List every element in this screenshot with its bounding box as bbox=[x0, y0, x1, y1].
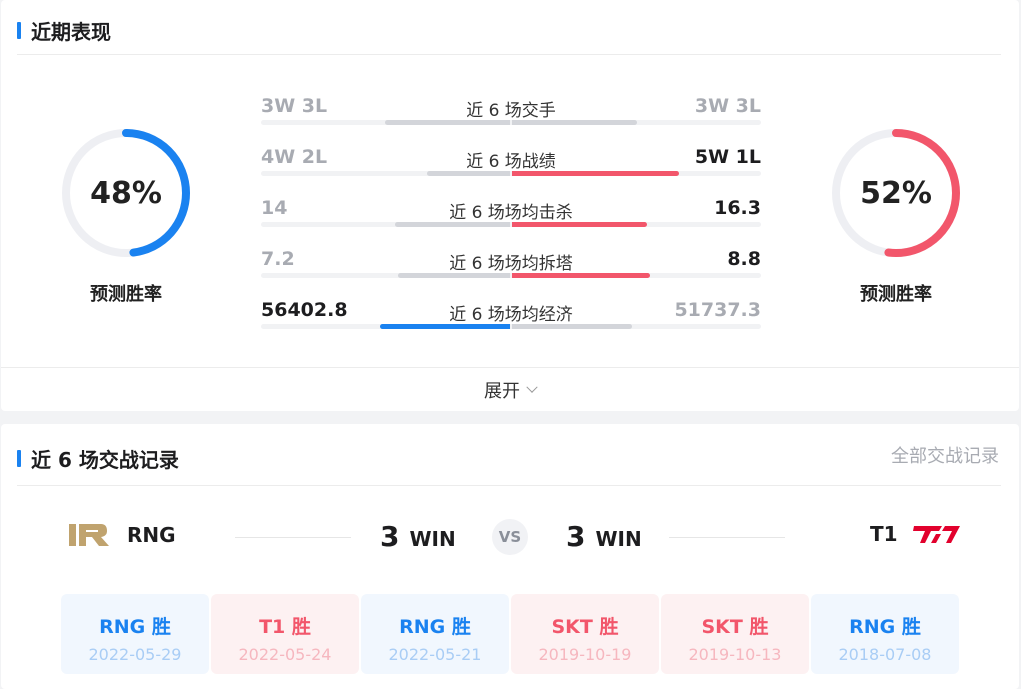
stat-left-value: 56402.8 bbox=[261, 299, 348, 321]
stat-left-value: 3W 3L bbox=[261, 95, 328, 117]
all-matches-link[interactable]: 全部交战记录 bbox=[891, 446, 999, 467]
match-date: 2019-10-19 bbox=[538, 645, 632, 664]
stat-label: 近 6 场场均拆塔 bbox=[449, 254, 573, 274]
stat-right-bar bbox=[512, 222, 647, 227]
stat-label: 近 6 场战绩 bbox=[466, 152, 556, 172]
match-date: 2018-07-08 bbox=[838, 645, 932, 664]
stat-left-value: 7.2 bbox=[261, 248, 295, 270]
match-result: RNG 胜 bbox=[399, 616, 471, 638]
stat-right-value: 5W 1L bbox=[694, 146, 761, 168]
match-result: SKT 胜 bbox=[701, 616, 769, 638]
right-gauge-ring bbox=[832, 129, 960, 257]
head-to-head-card: 近 6 场交战记录 全部交战记录 RNG 3 WIN VS 3 WIN T1 bbox=[1, 424, 1019, 689]
stat-row: 56402.8 近 6 场场均经济 51737.3 bbox=[261, 299, 761, 339]
right-win-rate-label: 预测胜率 bbox=[860, 284, 932, 305]
match-card[interactable]: SKT 胜 2019-10-19 bbox=[511, 594, 659, 674]
stat-label: 近 6 场场均击杀 bbox=[449, 203, 573, 223]
stat-track bbox=[261, 273, 761, 278]
left-win-rate-value: 48% bbox=[90, 175, 162, 211]
stat-track bbox=[261, 222, 761, 227]
stat-left-value: 14 bbox=[261, 197, 288, 219]
stat-row: 14 近 6 场场均击杀 16.3 bbox=[261, 197, 761, 237]
stat-row: 3W 3L 近 6 场交手 3W 3L bbox=[261, 95, 761, 135]
left-divider-line bbox=[235, 537, 351, 538]
head-to-head-title: 近 6 场交战记录 bbox=[31, 448, 179, 472]
right-gauge-arc bbox=[832, 129, 960, 257]
stat-right-bar bbox=[512, 273, 650, 278]
stat-right-value: 8.8 bbox=[727, 248, 761, 270]
stat-right-value: 3W 3L bbox=[694, 95, 761, 117]
stat-track bbox=[261, 171, 761, 176]
right-win-rate-gauge: 52% bbox=[829, 126, 963, 260]
chevron-down-icon bbox=[526, 381, 538, 393]
expand-label: 展开 bbox=[484, 380, 520, 402]
left-team-name: RNG bbox=[127, 523, 176, 547]
right-win-label: WIN bbox=[595, 527, 642, 551]
left-win-label: WIN bbox=[409, 527, 456, 551]
recent-performance-card: 近期表现 48% 预测胜率 52% 预测胜率 3W 3L 近 6 场交手 3W … bbox=[1, 0, 1019, 411]
left-gauge-ring bbox=[62, 129, 190, 257]
stat-left-bar bbox=[395, 222, 510, 227]
match-result: RNG 胜 bbox=[99, 616, 171, 638]
right-score: 3 WIN bbox=[566, 520, 642, 553]
recent-performance-header: 近期表现 bbox=[17, 16, 111, 45]
stat-right-bar bbox=[512, 120, 637, 125]
section-accent-bar bbox=[17, 22, 21, 39]
header-divider bbox=[17, 485, 1001, 486]
match-result: T1 胜 bbox=[259, 616, 311, 638]
left-team[interactable]: RNG bbox=[67, 522, 176, 548]
match-date: 2019-10-13 bbox=[688, 645, 782, 664]
header-divider bbox=[17, 54, 1001, 55]
match-date: 2022-05-29 bbox=[88, 645, 182, 664]
rng-logo-icon bbox=[69, 524, 109, 546]
section-accent-bar bbox=[17, 450, 21, 467]
stat-track bbox=[261, 324, 761, 329]
right-divider-line bbox=[669, 537, 785, 538]
stat-left-bar bbox=[380, 324, 510, 329]
vs-badge: VS bbox=[492, 519, 528, 555]
stat-left-bar bbox=[385, 120, 510, 125]
right-score-number: 3 bbox=[566, 520, 586, 553]
match-result: RNG 胜 bbox=[849, 616, 921, 638]
match-card[interactable]: RNG 胜 2022-05-21 bbox=[361, 594, 509, 674]
stat-left-value: 4W 2L bbox=[261, 146, 328, 168]
stat-label: 近 6 场交手 bbox=[466, 101, 556, 121]
t1-logo-icon bbox=[912, 526, 960, 543]
left-win-rate-label: 预测胜率 bbox=[90, 284, 162, 305]
stat-right-bar bbox=[512, 324, 632, 329]
stat-left-bar bbox=[397, 273, 510, 278]
match-card[interactable]: T1 胜 2022-05-24 bbox=[211, 594, 359, 674]
right-win-rate-value: 52% bbox=[860, 175, 932, 211]
expand-button[interactable]: 展开 bbox=[1, 367, 1019, 411]
match-card[interactable]: RNG 胜 2018-07-08 bbox=[811, 594, 959, 674]
stat-label: 近 6 场场均经济 bbox=[449, 305, 573, 325]
match-result: SKT 胜 bbox=[551, 616, 619, 638]
left-score-number: 3 bbox=[380, 520, 400, 553]
stat-row: 4W 2L 近 6 场战绩 5W 1L bbox=[261, 146, 761, 186]
stat-right-value: 16.3 bbox=[714, 197, 761, 219]
stat-track bbox=[261, 120, 761, 125]
recent-performance-title: 近期表现 bbox=[31, 20, 111, 44]
match-date: 2022-05-21 bbox=[388, 645, 482, 664]
match-date: 2022-05-24 bbox=[238, 645, 332, 664]
stat-row: 7.2 近 6 场场均拆塔 8.8 bbox=[261, 248, 761, 288]
left-score: 3 WIN bbox=[380, 520, 456, 553]
left-win-rate-gauge: 48% bbox=[59, 126, 193, 260]
left-gauge-arc bbox=[62, 129, 190, 257]
head-to-head-header: 近 6 场交战记录 bbox=[17, 444, 179, 473]
match-card[interactable]: SKT 胜 2019-10-13 bbox=[661, 594, 809, 674]
right-team-name: T1 bbox=[870, 522, 898, 546]
stat-right-value: 51737.3 bbox=[674, 299, 761, 321]
right-team[interactable]: T1 bbox=[870, 522, 962, 546]
stat-right-bar bbox=[512, 171, 679, 176]
stat-left-bar bbox=[426, 171, 510, 176]
match-card[interactable]: RNG 胜 2022-05-29 bbox=[61, 594, 209, 674]
